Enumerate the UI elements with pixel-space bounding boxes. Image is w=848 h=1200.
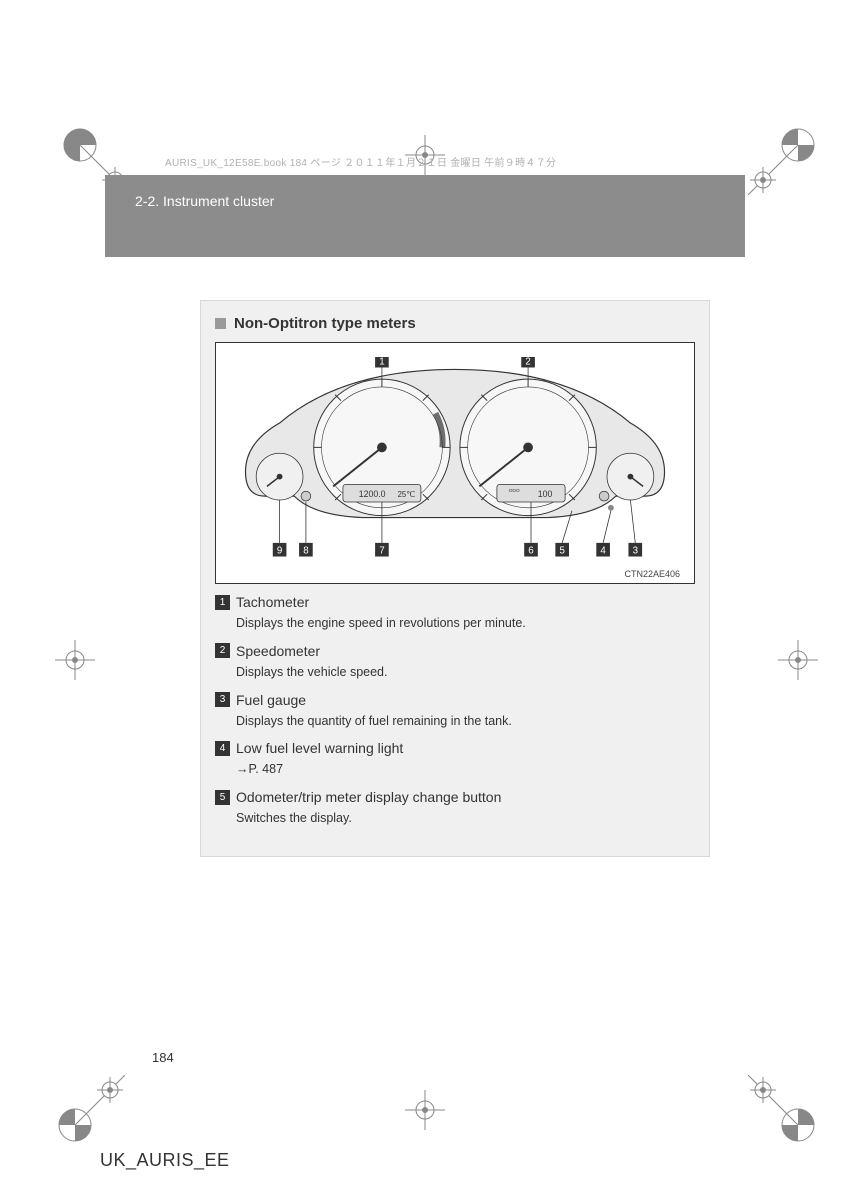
item-description: Displays the quantity of fuel remaining … [215, 712, 695, 731]
item-description: →P. 487 [215, 760, 695, 779]
item-number-box: 4 [215, 741, 230, 756]
svg-text:ODO: ODO [509, 488, 520, 494]
instrument-cluster-illustration: 1200.0 25℃ ODO 100 [226, 357, 684, 567]
svg-text:2: 2 [525, 357, 530, 368]
regmark-bottom-right [748, 1075, 818, 1145]
crosshair-right [768, 630, 828, 690]
section-header: 2-2. Instrument cluster [105, 175, 745, 257]
svg-text:9: 9 [277, 546, 282, 557]
svg-text:5: 5 [559, 546, 564, 557]
item-title: Odometer/trip meter display change butto… [236, 789, 501, 805]
figure-box: 1200.0 25℃ ODO 100 [215, 342, 695, 584]
svg-text:1: 1 [379, 357, 384, 368]
footer-text: UK_AURIS_EE [100, 1150, 230, 1171]
crosshair-left [45, 630, 105, 690]
item-description: Displays the vehicle speed. [215, 663, 695, 682]
callout-1: 1 [375, 357, 389, 368]
item-title: Speedometer [236, 643, 320, 659]
print-metadata-line: AURIS_UK_12E58E.book 184 ページ ２０１１年１月２１日 … [165, 154, 556, 169]
svg-text:7: 7 [379, 546, 384, 557]
item-description: Displays the engine speed in revolutions… [215, 614, 695, 633]
item-title: Tachometer [236, 594, 309, 610]
list-item: 3 Fuel gauge Displays the quantity of fu… [215, 692, 695, 731]
callout-6: 6 [524, 543, 538, 557]
callout-5: 5 [555, 543, 569, 557]
callout-8: 8 [299, 543, 313, 557]
item-number-box: 1 [215, 595, 230, 610]
list-item: 1 Tachometer Displays the engine speed i… [215, 594, 695, 633]
regmark-top-right [748, 125, 818, 195]
list-item: 2 Speedometer Displays the vehicle speed… [215, 643, 695, 682]
callout-2: 2 [521, 357, 535, 368]
callout-3: 3 [628, 543, 642, 557]
svg-text:6: 6 [528, 546, 533, 557]
page-number: 184 [152, 1050, 174, 1065]
item-title: Low fuel level warning light [236, 740, 403, 756]
svg-text:25℃: 25℃ [398, 490, 416, 499]
crosshair-bottom-mid [395, 1080, 455, 1140]
svg-text:4: 4 [600, 546, 606, 557]
item-number-box: 2 [215, 643, 230, 658]
square-bullet-icon [215, 318, 226, 329]
svg-text:1200.0: 1200.0 [359, 489, 386, 499]
item-description: Switches the display. [215, 809, 695, 828]
svg-text:3: 3 [633, 546, 638, 557]
item-list: 1 Tachometer Displays the engine speed i… [215, 594, 695, 828]
subheading: Non-Optitron type meters [215, 315, 695, 332]
list-item: 4 Low fuel level warning light →P. 487 [215, 740, 695, 779]
item-number-box: 5 [215, 790, 230, 805]
item-number-box: 3 [215, 692, 230, 707]
callout-4: 4 [596, 543, 610, 557]
callout-7: 7 [375, 543, 389, 557]
callout-9: 9 [273, 543, 287, 557]
list-item: 5 Odometer/trip meter display change but… [215, 789, 695, 828]
svg-text:8: 8 [303, 546, 308, 557]
figure-code: CTN22AE406 [226, 569, 684, 579]
subheading-text: Non-Optitron type meters [234, 315, 416, 332]
item-title: Fuel gauge [236, 692, 306, 708]
content-panel: Non-Optitron type meters [200, 300, 710, 857]
svg-text:100: 100 [538, 489, 553, 499]
regmark-bottom-left [55, 1075, 125, 1145]
